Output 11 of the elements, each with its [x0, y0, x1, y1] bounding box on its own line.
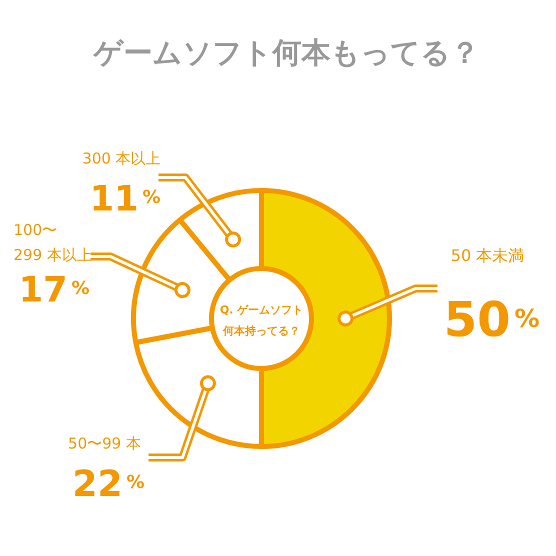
data-label: 11% — [90, 180, 161, 220]
text: Q. ゲームソフト — [220, 304, 304, 316]
data-label: 22% — [72, 464, 145, 505]
data-label: 50% — [444, 292, 540, 348]
slice-label: 50 本未満 — [450, 246, 524, 265]
chart-title: ゲームソフト何本もってる？ — [92, 36, 480, 70]
slice-label: 300 本以上 — [82, 150, 161, 168]
data-label: 17% — [18, 270, 90, 310]
text: 何本持ってる？ — [222, 324, 300, 338]
slice-label: 50〜99 本 — [68, 434, 141, 452]
slice-label: 100〜 299 本以上 — [14, 220, 92, 264]
